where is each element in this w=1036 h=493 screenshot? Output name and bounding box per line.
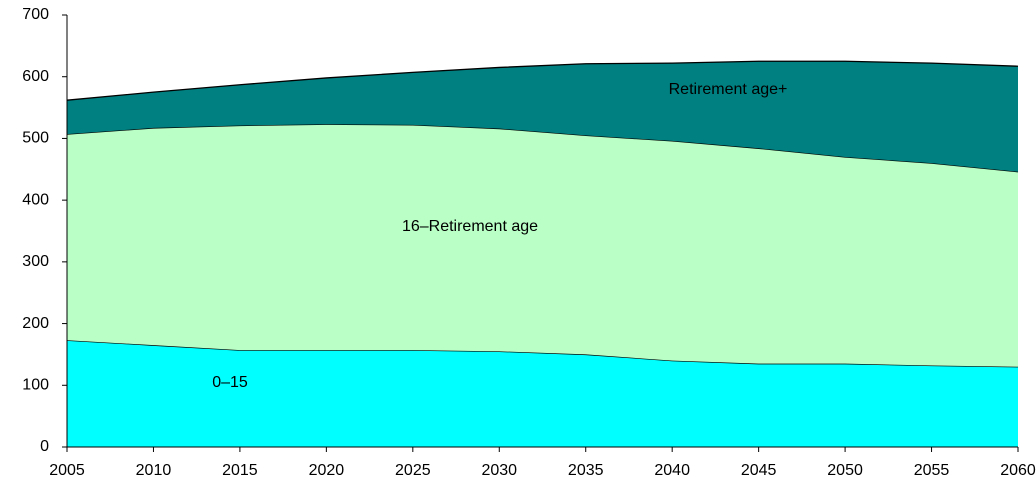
y-tick-label: 200 xyxy=(22,315,49,332)
y-tick-label: 300 xyxy=(22,253,49,270)
x-tick-label: 2005 xyxy=(49,462,85,479)
y-tick-label: 700 xyxy=(22,6,49,23)
area xyxy=(67,61,1018,172)
x-tick-label: 2060 xyxy=(1000,462,1036,479)
area-label: 16–Retirement age xyxy=(402,218,538,235)
area-edge xyxy=(66,60,1019,101)
area-label: Retirement age+ xyxy=(669,81,788,98)
area xyxy=(67,340,1018,447)
area xyxy=(67,124,1018,367)
x-tick-label: 2030 xyxy=(481,462,517,479)
x-tick-label: 2020 xyxy=(309,462,345,479)
x-tick-label: 2025 xyxy=(395,462,431,479)
area-edge xyxy=(66,339,1019,368)
x-tick-label: 2055 xyxy=(914,462,950,479)
y-tick-label: 0 xyxy=(40,438,49,455)
x-tick-label: 2010 xyxy=(136,462,172,479)
y-tick-label: 500 xyxy=(22,130,49,147)
y-tick-label: 100 xyxy=(22,377,49,394)
area-label: 0–15 xyxy=(212,374,248,391)
x-tick-label: 2035 xyxy=(568,462,604,479)
x-tick-label: 2040 xyxy=(654,462,690,479)
x-tick-label: 2050 xyxy=(827,462,863,479)
y-tick-label: 400 xyxy=(22,191,49,208)
x-tick-label: 2015 xyxy=(222,462,258,479)
y-tick-label: 600 xyxy=(22,68,49,85)
x-tick-label: 2045 xyxy=(741,462,777,479)
